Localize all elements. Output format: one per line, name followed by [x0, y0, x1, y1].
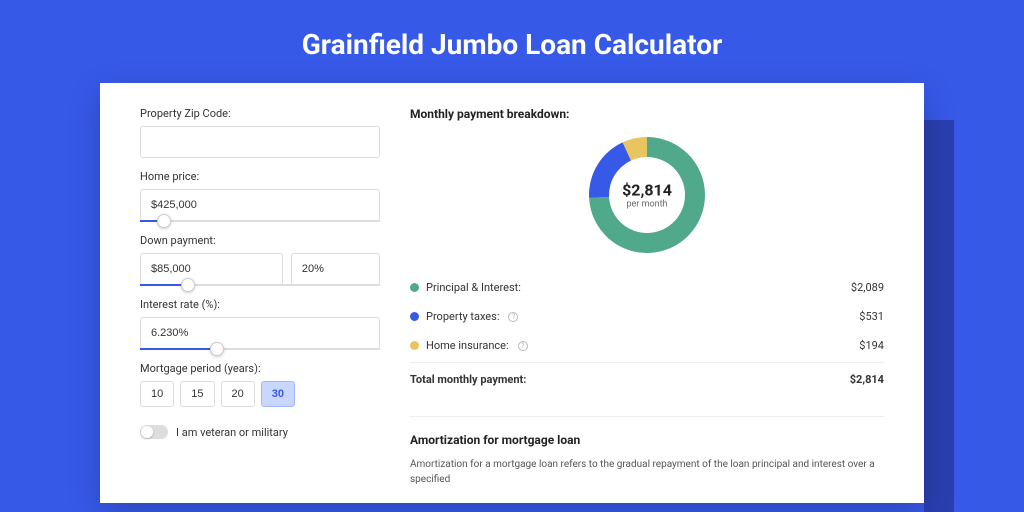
- legend-label: Principal & Interest:: [426, 281, 521, 294]
- info-icon[interactable]: ?: [508, 312, 518, 322]
- mortgage-period-option[interactable]: 15: [180, 381, 214, 407]
- breakdown-legend: Principal & Interest: $2,089 Property taxe…: [410, 273, 884, 360]
- legend-label: Home insurance:: [426, 339, 509, 352]
- down-payment-label: Down payment:: [140, 234, 380, 247]
- veteran-toggle[interactable]: [140, 425, 168, 439]
- card-shadow: [924, 120, 954, 512]
- breakdown-column: Monthly payment breakdown: $2,814 per mo…: [410, 107, 884, 479]
- mortgage-period-option[interactable]: 20: [221, 381, 255, 407]
- legend-row: Home insurance:? $194: [410, 331, 884, 360]
- down-payment-input[interactable]: [140, 253, 283, 285]
- total-label: Total monthly payment:: [410, 373, 526, 386]
- legend-value: $194: [859, 339, 884, 352]
- interest-rate-label: Interest rate (%):: [140, 298, 380, 311]
- zip-label: Property Zip Code:: [140, 107, 380, 120]
- interest-rate-input[interactable]: [140, 317, 380, 349]
- legend-row: Property taxes:? $531: [410, 302, 884, 331]
- amortization-text: Amortization for a mortgage loan refers …: [410, 457, 884, 487]
- page-title: Grainfield Jumbo Loan Calculator: [0, 0, 1024, 83]
- down-payment-slider-thumb[interactable]: [181, 278, 195, 292]
- donut-center: $2,814 per month: [622, 181, 672, 210]
- legend-value: $2,089: [851, 281, 884, 294]
- legend-dot: [410, 341, 419, 350]
- total-value: $2,814: [850, 373, 884, 386]
- info-icon[interactable]: ?: [518, 341, 528, 351]
- legend-dot: [410, 283, 419, 292]
- interest-rate-slider[interactable]: [140, 348, 380, 350]
- interest-rate-slider-thumb[interactable]: [210, 342, 224, 356]
- donut-sub: per month: [622, 200, 672, 210]
- mortgage-period-label: Mortgage period (years):: [140, 362, 380, 375]
- calculator-card: Property Zip Code: Home price: Down paym…: [100, 83, 924, 503]
- donut-amount: $2,814: [622, 181, 672, 200]
- veteran-label: I am veteran or military: [176, 426, 288, 439]
- home-price-slider-thumb[interactable]: [157, 214, 171, 228]
- legend-dot: [410, 312, 419, 321]
- legend-label: Property taxes:: [426, 310, 499, 323]
- down-payment-pct-input[interactable]: [291, 253, 380, 285]
- breakdown-title: Monthly payment breakdown:: [410, 107, 884, 121]
- donut-chart-area: $2,814 per month: [410, 135, 884, 255]
- veteran-toggle-knob: [141, 426, 153, 438]
- form-column: Property Zip Code: Home price: Down paym…: [140, 107, 380, 479]
- down-payment-slider[interactable]: [140, 284, 380, 286]
- mortgage-period-option[interactable]: 30: [261, 381, 295, 407]
- mortgage-period-option[interactable]: 10: [140, 381, 174, 407]
- home-price-input[interactable]: [140, 189, 380, 221]
- mortgage-period-options: 1015 2030: [140, 381, 380, 407]
- legend-value: $531: [859, 310, 884, 323]
- total-row: Total monthly payment: $2,814: [410, 362, 884, 394]
- home-price-label: Home price:: [140, 170, 380, 183]
- amortization-title: Amortization for mortgage loan: [410, 416, 884, 447]
- home-price-slider[interactable]: [140, 220, 380, 222]
- zip-input[interactable]: [140, 126, 380, 158]
- legend-row: Principal & Interest: $2,089: [410, 273, 884, 302]
